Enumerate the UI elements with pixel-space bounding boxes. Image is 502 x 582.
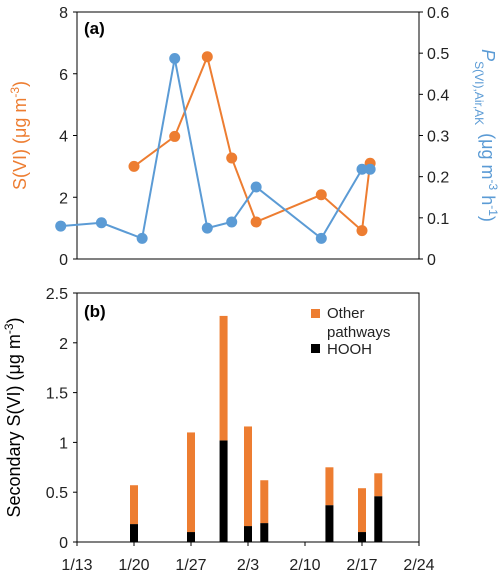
production-rate-data-point xyxy=(364,163,376,175)
left-axis-tick-label: 0 xyxy=(59,252,68,269)
y-axis-tick-label: 0.5 xyxy=(46,485,68,502)
right-axis-tick-label: 0.2 xyxy=(427,170,449,187)
hooh-bar xyxy=(374,496,383,542)
right-axis-tick-label: 0.5 xyxy=(427,46,449,63)
left-axis-title-exponent: -3 xyxy=(8,87,22,98)
x-axis-tick-label: 2/10 xyxy=(289,557,320,574)
production-rate-data-point xyxy=(250,181,262,193)
left-axis-tick-label: 8 xyxy=(59,5,68,22)
sulfate-data-point xyxy=(226,152,238,164)
other-pathways-bar xyxy=(244,426,252,527)
panel-a-frame xyxy=(76,11,420,260)
x-axis-tick-label: 2/17 xyxy=(346,557,377,574)
hooh-bar xyxy=(187,532,195,542)
right-axis-title-units: (μg m xyxy=(478,128,498,179)
y-axis-tick-label: 0 xyxy=(59,535,68,552)
hooh-bar xyxy=(325,505,334,542)
production-rate-data-point xyxy=(201,222,213,234)
sulfate-data-point xyxy=(128,160,140,172)
legend-hooh-swatch xyxy=(311,344,320,353)
production-rate-data-point xyxy=(95,217,107,229)
y-axis-title: Secondary S(VI) (μg m-3) xyxy=(2,317,24,517)
panel-b: 0 0.5 1 1.5 2 2.5 1/13 1/20 1/27 2/3 2/10 2/17 2/24 (… xyxy=(2,286,435,574)
right-axis-tick-label: 0.4 xyxy=(427,87,449,104)
sulfate-data-point xyxy=(201,51,213,63)
hooh-bar xyxy=(358,532,366,542)
other-pathways-bar xyxy=(358,488,366,533)
right-axis-tick-label: 0.1 xyxy=(427,211,449,228)
right-axis-tick-label: 0 xyxy=(427,252,436,269)
y-axis-tick-label: 1 xyxy=(59,435,68,452)
right-axis-title-symbol: P xyxy=(478,49,498,61)
other-pathways-bar xyxy=(130,485,138,525)
hooh-bar xyxy=(219,440,228,542)
other-pathways-bar xyxy=(325,467,334,506)
left-axis-tick-label: 2 xyxy=(59,190,68,207)
sulfate-data-point xyxy=(315,189,327,201)
production-rate-data-point xyxy=(169,53,181,65)
panel-b-label: (b) xyxy=(84,302,106,321)
other-pathways-bar xyxy=(374,473,383,497)
y-axis-tick-label: 1.5 xyxy=(46,386,68,403)
legend-hooh-label: HOOH xyxy=(327,341,372,358)
production-rate-data-point xyxy=(315,232,327,244)
sulfate-data-point xyxy=(250,216,262,228)
y-axis-title-close: ) xyxy=(4,317,24,323)
right-axis-title-close: ) xyxy=(478,216,498,222)
legend-other-pathways-swatch xyxy=(311,309,320,318)
hooh-bar xyxy=(260,523,269,542)
hooh-bar xyxy=(130,524,138,542)
sulfate-data-point xyxy=(169,130,181,142)
x-axis-tick-label: 1/20 xyxy=(118,557,149,574)
production-rate-data-point xyxy=(55,220,67,232)
x-axis-tick-label: 1/13 xyxy=(61,557,92,574)
other-pathways-bar xyxy=(219,315,228,441)
legend-other-pathways-label: Other pathways xyxy=(327,305,390,341)
left-axis-tick-label: 6 xyxy=(59,67,68,84)
sulfate-data-point xyxy=(356,225,368,237)
right-axis-title: PS(VI),Air,AK (μg m-3 h-1) xyxy=(472,49,500,222)
right-axis-title-exponent: -1 xyxy=(486,205,500,216)
right-axis-title-subscript: S(VI),Air,AK xyxy=(472,61,486,125)
panel-a-label: (a) xyxy=(84,19,105,38)
right-axis-tick-label: 0.3 xyxy=(427,129,449,146)
right-axis-tick-label: 0.6 xyxy=(427,5,449,22)
hooh-bar xyxy=(244,526,252,542)
other-pathways-bar xyxy=(187,432,195,533)
production-rate-data-point xyxy=(356,163,368,175)
right-axis-title-units: h xyxy=(478,190,498,205)
y-axis-tick-label: 2.5 xyxy=(46,286,68,303)
left-axis-title-close: ) xyxy=(10,81,30,87)
x-axis-tick-label: 1/27 xyxy=(175,557,206,574)
other-pathways-bar xyxy=(260,480,269,524)
panel-a: 0 2 4 6 8 0 0.1 0.2 0.3 0.4 0.5 0.6 (a) S(VI) (μg m-3… xyxy=(8,5,500,269)
y-axis-tick-label: 2 xyxy=(59,336,68,353)
production-rate-series-line xyxy=(60,58,371,240)
production-rate-data-point xyxy=(226,216,238,228)
left-axis-tick-label: 4 xyxy=(59,129,68,146)
y-axis-title-exponent: -3 xyxy=(2,323,16,334)
x-axis-tick-label: 2/24 xyxy=(403,557,434,574)
legend-other-pathways-label-line: Other xyxy=(327,305,365,322)
production-rate-data-point xyxy=(136,232,148,244)
left-axis-title: S(VI) (μg m-3) xyxy=(8,81,30,190)
x-axis-tick-label: 2/3 xyxy=(237,557,259,574)
sulfate-series-line xyxy=(133,53,372,233)
legend-other-pathways-label-line: pathways xyxy=(327,324,390,341)
right-axis-title-exponent: -3 xyxy=(486,180,500,191)
